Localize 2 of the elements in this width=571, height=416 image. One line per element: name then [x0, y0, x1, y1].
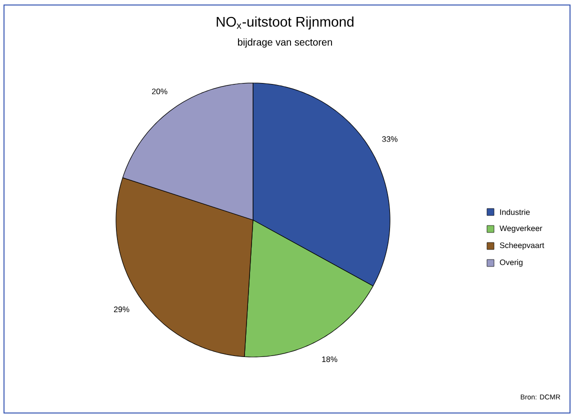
- chart-subtitle: bijdrage van sectoren: [238, 38, 332, 48]
- chart-title: NO$_{x}$-uitstoot Rijnmond: [216, 16, 354, 30]
